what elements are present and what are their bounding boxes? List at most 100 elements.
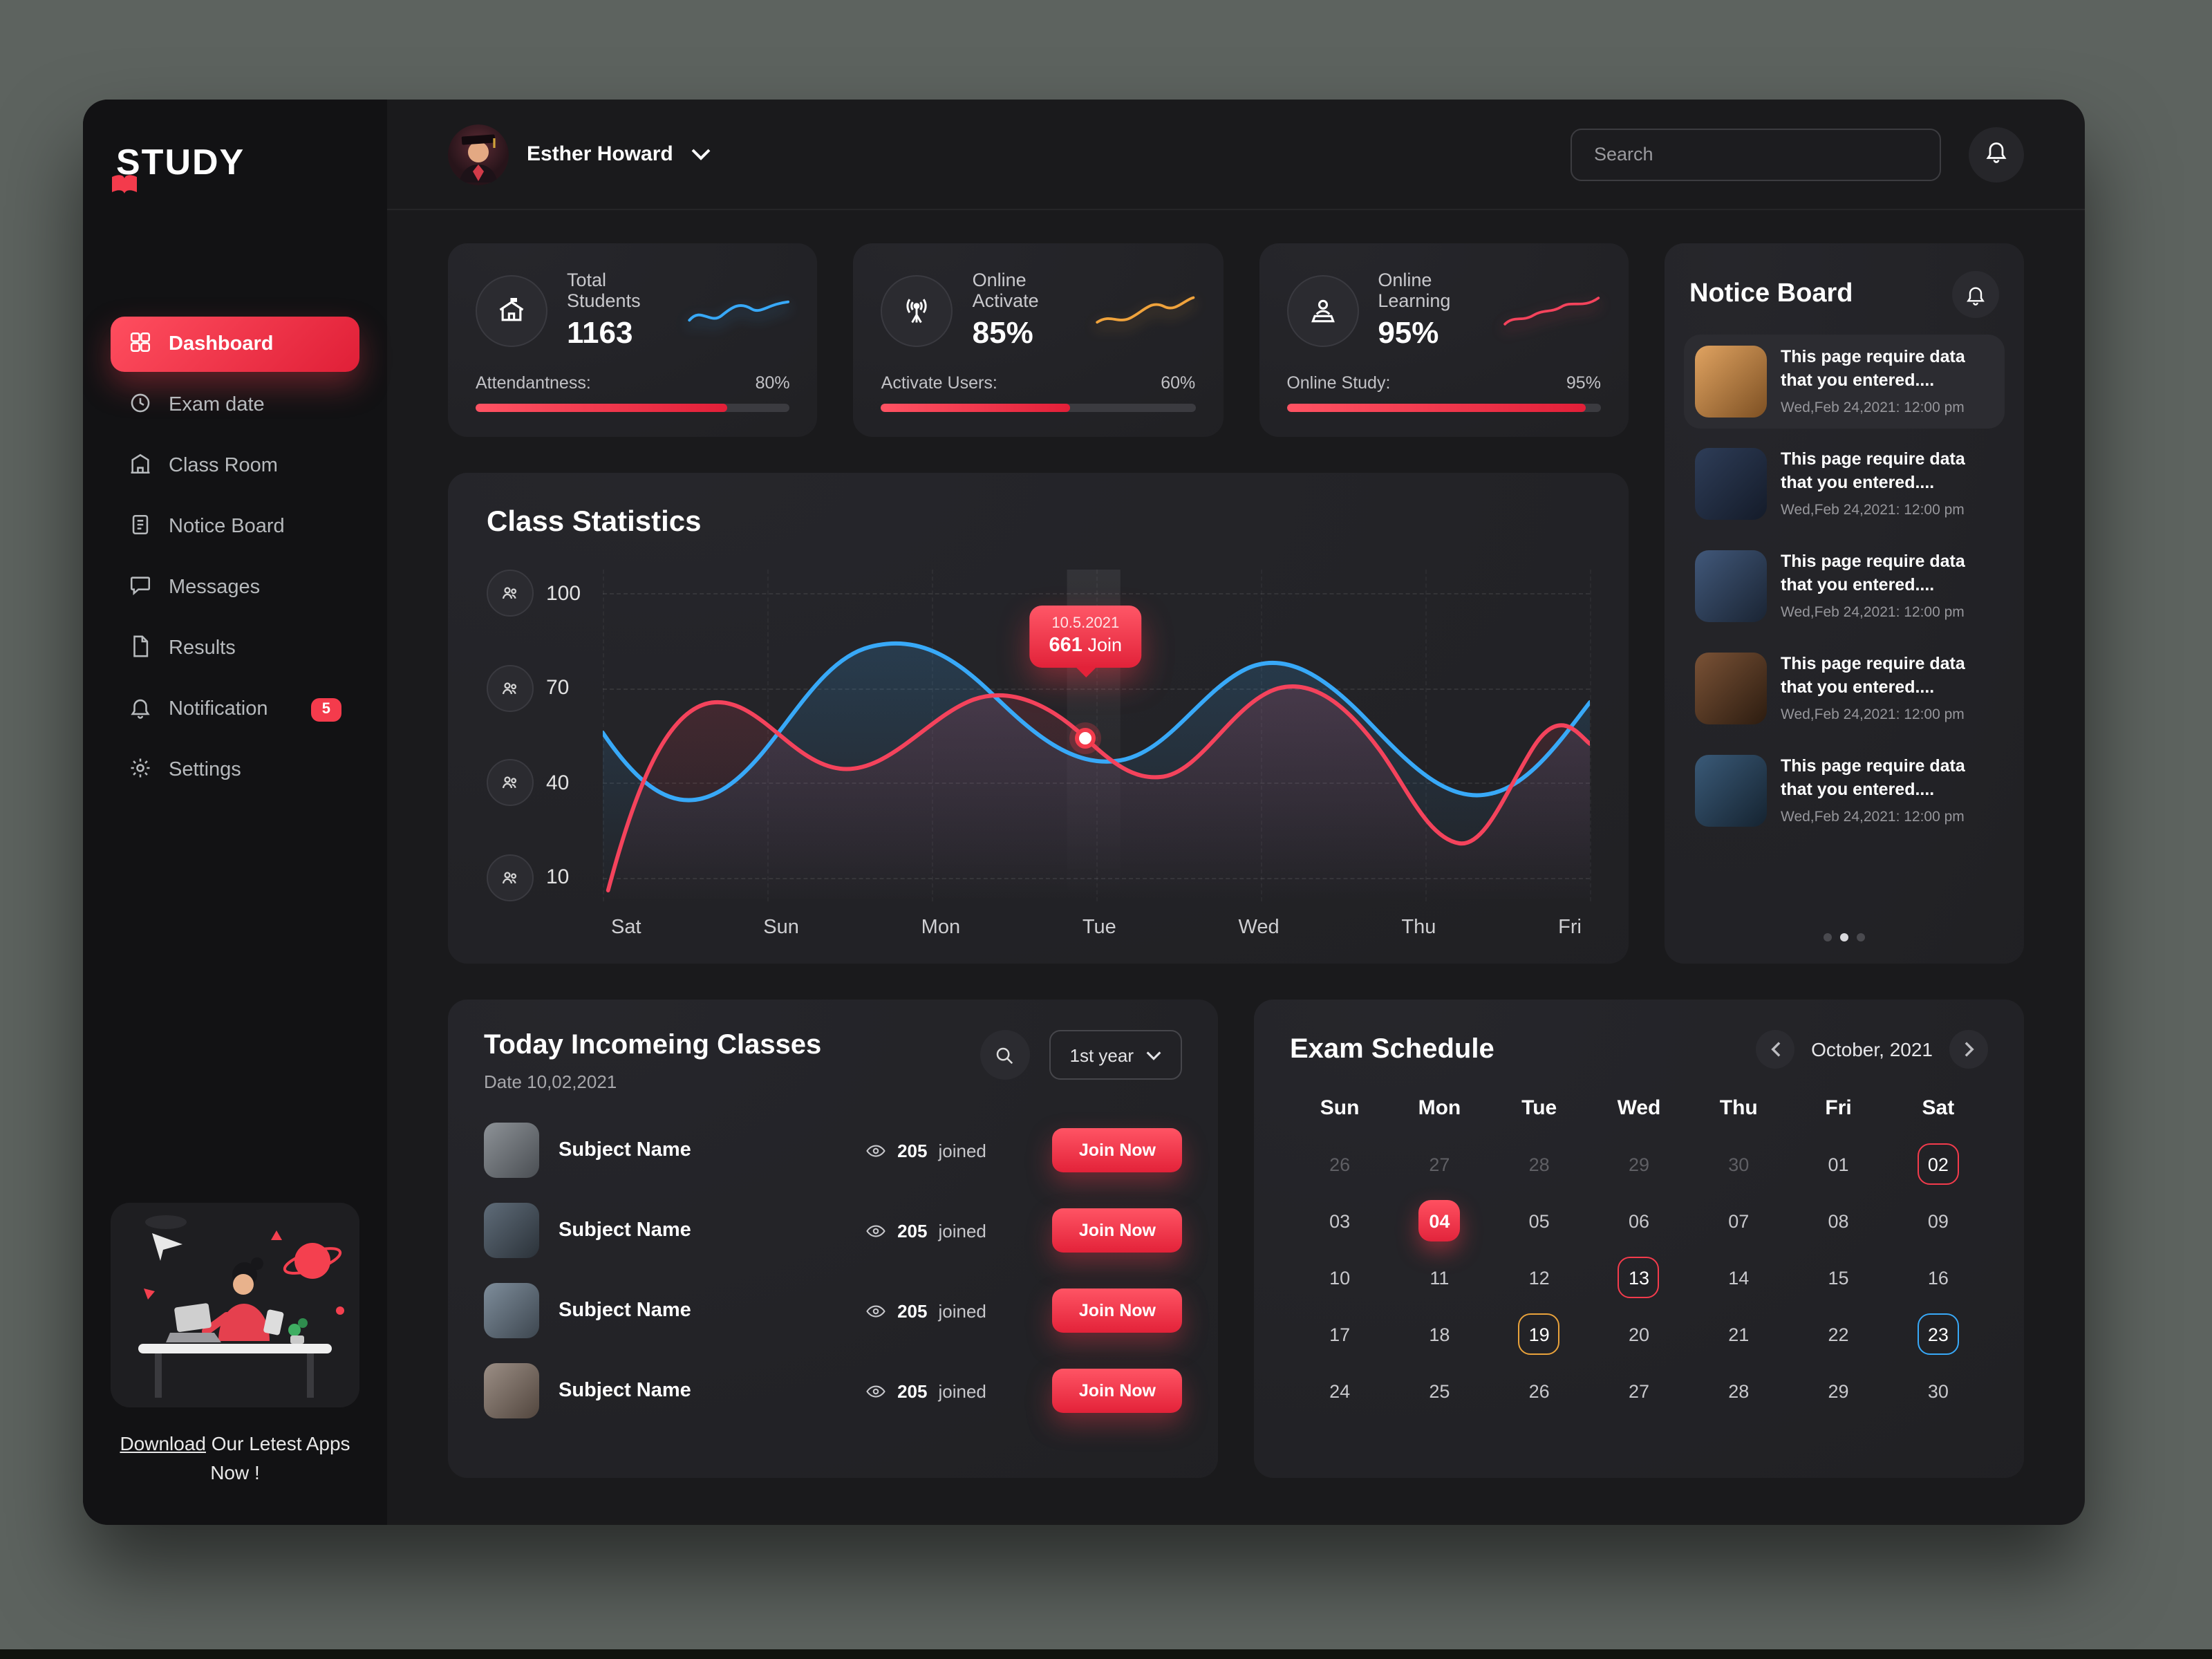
join-now-button[interactable]: Join Now	[1052, 1288, 1182, 1333]
calendar-day[interactable]: 14	[1728, 1267, 1750, 1288]
search-input[interactable]	[1591, 142, 1920, 166]
stat-card-total-students: Total Students 1163 Attendantness:	[448, 243, 818, 437]
progress-label: Activate Users:	[881, 373, 997, 393]
joined-count: 205	[897, 1300, 928, 1321]
calendar-day[interactable]: 24	[1329, 1380, 1351, 1401]
join-now-button[interactable]: Join Now	[1052, 1208, 1182, 1253]
user-menu[interactable]: Esther Howard	[448, 124, 711, 185]
day-header: Sat	[1922, 1096, 1955, 1120]
notice-item[interactable]: This page require data that you entered.…	[1684, 539, 2005, 633]
results-icon	[129, 634, 152, 663]
pagination-dot[interactable]	[1857, 933, 1865, 941]
join-now-button[interactable]: Join Now	[1052, 1128, 1182, 1172]
sidebar-item-dashboard[interactable]: Dashboard	[111, 317, 359, 372]
progress-value: 95%	[1566, 373, 1601, 393]
calendar-day[interactable]: 08	[1828, 1210, 1849, 1231]
stat-card-online-activate: Online Activate 85% Activate Users:	[853, 243, 1224, 437]
pagination-dot[interactable]	[1840, 933, 1848, 941]
calendar-day[interactable]: 11	[1430, 1267, 1450, 1288]
sidebar-item-settings[interactable]: Settings	[111, 742, 359, 798]
y-tick-label: 100	[546, 581, 581, 605]
calendar-day[interactable]: 05	[1528, 1210, 1550, 1231]
progress-bar	[881, 404, 1196, 412]
sidebar-item-messages[interactable]: Messages	[111, 560, 359, 615]
notice-pagination	[1684, 922, 2005, 947]
notice-board: Notice Board This page require data that…	[1665, 243, 2024, 964]
calendar-day[interactable]: 28	[1528, 1154, 1550, 1174]
notice-thumbnail	[1695, 755, 1767, 827]
calendar-day[interactable]: 23	[1917, 1313, 1959, 1355]
download-link[interactable]: Download	[120, 1432, 206, 1454]
sidebar-item-notice-board[interactable]: Notice Board	[111, 499, 359, 554]
calendar-day[interactable]: 30	[1927, 1380, 1949, 1401]
notice-title: This page require data that you entered.…	[1781, 552, 1965, 594]
calendar-day[interactable]: 01	[1828, 1154, 1849, 1174]
calendar-day[interactable]: 15	[1828, 1267, 1849, 1288]
chart-y-axis: 100 70 40 10	[487, 570, 603, 901]
incoming-classes-card: Today Incomeing Classes Date 10,02,2021 …	[448, 1000, 1218, 1478]
sidebar-item-label: Notification	[169, 698, 268, 720]
calendar-day[interactable]: 12	[1528, 1267, 1550, 1288]
notice-item[interactable]: This page require data that you entered.…	[1684, 335, 2005, 429]
chart-x-axis: Sat Sun Mon Tue Wed Thu Fri	[611, 917, 1582, 939]
calendar-day[interactable]: 13	[1618, 1257, 1660, 1298]
y-tick-label: 10	[546, 865, 570, 890]
notification-badge: 5	[310, 697, 341, 721]
calendar-day[interactable]: 30	[1728, 1154, 1750, 1174]
calendar-day[interactable]: 17	[1329, 1324, 1351, 1344]
calendar-day[interactable]: 26	[1329, 1154, 1351, 1174]
calendar-day[interactable]: 07	[1728, 1210, 1750, 1231]
notice-bell-button[interactable]	[1952, 271, 1999, 318]
calendar-day[interactable]: 16	[1927, 1267, 1949, 1288]
calendar-day[interactable]: 02	[1917, 1143, 1959, 1185]
sidebar-item-label: Messages	[169, 577, 261, 599]
notice-item[interactable]: This page require data that you entered.…	[1684, 744, 2005, 838]
calendar-day[interactable]: 27	[1429, 1154, 1450, 1174]
sidebar-item-results[interactable]: Results	[111, 621, 359, 676]
pagination-dot[interactable]	[1824, 933, 1832, 941]
notifications-button[interactable]	[1969, 126, 2024, 182]
calendar-day[interactable]: 29	[1628, 1154, 1649, 1174]
calendar-day[interactable]: 28	[1728, 1380, 1750, 1401]
calendar-day[interactable]: 20	[1628, 1324, 1649, 1344]
classes-search-button[interactable]	[980, 1030, 1030, 1080]
class-row: Subject Name 205 joined Join Now	[484, 1197, 1182, 1264]
calendar-day[interactable]: 06	[1628, 1210, 1649, 1231]
calendar-day[interactable]: 27	[1628, 1380, 1649, 1401]
calendar-day[interactable]: 21	[1728, 1324, 1750, 1344]
calendar-day[interactable]: 25	[1429, 1380, 1450, 1401]
notice-item[interactable]: This page require data that you entered.…	[1684, 641, 2005, 735]
notice-item[interactable]: This page require data that you entered.…	[1684, 437, 2005, 531]
calendar-day[interactable]: 09	[1927, 1210, 1949, 1231]
class-row: Subject Name 205 joined Join Now	[484, 1117, 1182, 1183]
prev-month-button[interactable]	[1756, 1030, 1795, 1069]
sidebar-item-notification[interactable]: Notification 5	[111, 682, 359, 737]
join-now-button[interactable]: Join Now	[1052, 1369, 1182, 1413]
x-tick-label: Thu	[1401, 917, 1436, 939]
chart-title: Class Statistics	[487, 506, 702, 538]
calendar-day[interactable]: 10	[1329, 1267, 1351, 1288]
progress-label: Attendantness:	[476, 373, 591, 393]
incoming-classes-date: Date 10,02,2021	[484, 1071, 617, 1092]
calendar-day[interactable]: 22	[1828, 1324, 1849, 1344]
year-filter-dropdown[interactable]: 1st year	[1049, 1030, 1182, 1080]
tooltip-date: 10.5.2021	[1051, 615, 1120, 632]
calendar-day[interactable]: 29	[1828, 1380, 1849, 1401]
sidebar-item-class-room[interactable]: Class Room	[111, 438, 359, 494]
user-name: Esther Howard	[527, 142, 673, 166]
search-icon	[997, 1047, 1013, 1064]
stat-title: Total Students	[567, 270, 641, 311]
stat-value: 85%	[972, 315, 1033, 350]
calendar-day[interactable]: 03	[1329, 1210, 1351, 1231]
calendar-day[interactable]: 18	[1429, 1324, 1450, 1344]
calendar-day[interactable]: 19	[1518, 1313, 1560, 1355]
sidebar-item-exam-date[interactable]: Exam date	[111, 377, 359, 433]
calendar-day[interactable]: 26	[1528, 1380, 1550, 1401]
joined-label: joined	[938, 1380, 986, 1401]
eye-icon	[866, 1304, 885, 1317]
next-month-button[interactable]	[1949, 1030, 1988, 1069]
download-text: Download Our Letest Apps Now !	[111, 1429, 359, 1489]
eye-icon	[866, 1224, 885, 1237]
calendar-day[interactable]: 04	[1418, 1200, 1461, 1241]
